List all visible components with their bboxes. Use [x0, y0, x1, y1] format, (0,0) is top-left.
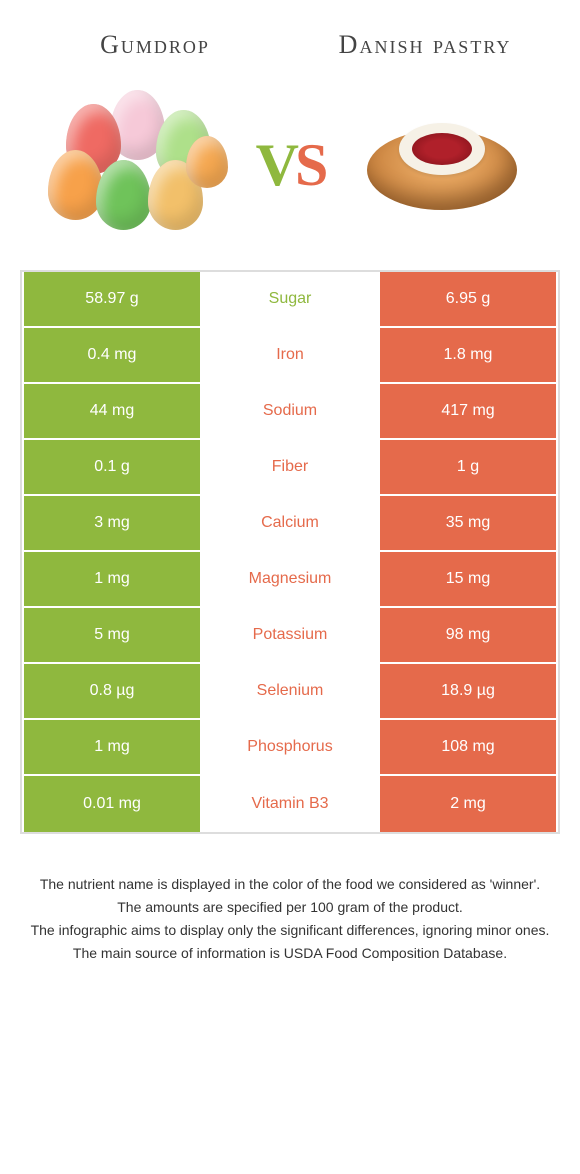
image-row: VS: [0, 80, 580, 270]
nutrient-label: Sodium: [202, 384, 378, 438]
right-value: 417 mg: [378, 384, 558, 438]
left-value: 1 mg: [22, 720, 202, 774]
left-value: 0.4 mg: [22, 328, 202, 382]
right-food-image: [324, 105, 560, 225]
table-row: 0.1 gFiber1 g: [22, 440, 558, 496]
table-row: 58.97 gSugar6.95 g: [22, 272, 558, 328]
right-value: 6.95 g: [378, 272, 558, 326]
infographic-container: Gumdrop Danish pastry VS 58.9: [0, 0, 580, 986]
left-value: 3 mg: [22, 496, 202, 550]
nutrient-label: Iron: [202, 328, 378, 382]
nutrient-label: Potassium: [202, 608, 378, 662]
left-value: 0.1 g: [22, 440, 202, 494]
left-value: 5 mg: [22, 608, 202, 662]
right-value: 98 mg: [378, 608, 558, 662]
nutrient-label: Vitamin B3: [202, 776, 378, 832]
vs-s: S: [295, 132, 324, 198]
footnotes: The nutrient name is displayed in the co…: [0, 834, 580, 986]
footnote-line: The amounts are specified per 100 gram o…: [30, 897, 550, 918]
right-value: 1 g: [378, 440, 558, 494]
table-row: 3 mgCalcium35 mg: [22, 496, 558, 552]
danish-icon: [357, 105, 527, 225]
table-row: 0.01 mgVitamin B32 mg: [22, 776, 558, 832]
left-value: 0.8 µg: [22, 664, 202, 718]
table-row: 0.8 µgSelenium18.9 µg: [22, 664, 558, 720]
header: Gumdrop Danish pastry: [0, 0, 580, 80]
table-row: 1 mgPhosphorus108 mg: [22, 720, 558, 776]
left-food-title: Gumdrop: [20, 30, 290, 60]
footnote-line: The nutrient name is displayed in the co…: [30, 874, 550, 895]
nutrient-table: 58.97 gSugar6.95 g0.4 mgIron1.8 mg44 mgS…: [20, 270, 560, 834]
left-value: 0.01 mg: [22, 776, 202, 832]
footnote-line: The main source of information is USDA F…: [30, 943, 550, 964]
footnote-line: The infographic aims to display only the…: [30, 920, 550, 941]
nutrient-label: Fiber: [202, 440, 378, 494]
right-value: 35 mg: [378, 496, 558, 550]
right-value: 15 mg: [378, 552, 558, 606]
left-food-image: [20, 90, 256, 240]
table-row: 0.4 mgIron1.8 mg: [22, 328, 558, 384]
nutrient-label: Phosphorus: [202, 720, 378, 774]
nutrient-label: Magnesium: [202, 552, 378, 606]
nutrient-label: Calcium: [202, 496, 378, 550]
table-row: 1 mgMagnesium15 mg: [22, 552, 558, 608]
vs-v: V: [256, 132, 295, 198]
left-value: 44 mg: [22, 384, 202, 438]
right-value: 1.8 mg: [378, 328, 558, 382]
left-value: 1 mg: [22, 552, 202, 606]
table-row: 5 mgPotassium98 mg: [22, 608, 558, 664]
gumdrops-icon: [48, 90, 228, 240]
table-row: 44 mgSodium417 mg: [22, 384, 558, 440]
nutrient-label: Sugar: [202, 272, 378, 326]
nutrient-label: Selenium: [202, 664, 378, 718]
right-value: 2 mg: [378, 776, 558, 832]
right-value: 108 mg: [378, 720, 558, 774]
vs-label: VS: [256, 131, 325, 200]
right-food-title: Danish pastry: [290, 30, 560, 60]
right-value: 18.9 µg: [378, 664, 558, 718]
left-value: 58.97 g: [22, 272, 202, 326]
